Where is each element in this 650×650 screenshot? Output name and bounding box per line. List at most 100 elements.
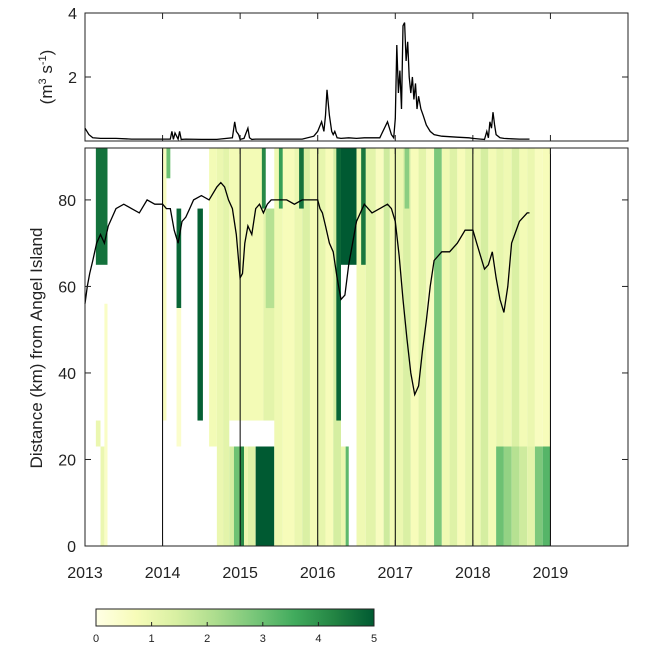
heatmap-cell	[104, 303, 108, 546]
heatmap-cell	[519, 446, 528, 546]
heatmap-cell	[233, 446, 241, 546]
heatmap-cell	[457, 148, 466, 546]
heatmap-cell	[278, 148, 283, 209]
heatmap-cell	[197, 208, 203, 421]
year-lines	[162, 148, 551, 546]
heatmap-cell	[410, 148, 419, 546]
heatmap-cell	[503, 446, 512, 546]
heatmap-cell	[247, 446, 256, 546]
heatmap-cell	[340, 148, 357, 265]
colorbar-tick-label: 3	[260, 633, 266, 645]
heatmap-cell	[496, 446, 504, 546]
heatmap-cell	[426, 148, 435, 546]
heatmap-cell	[542, 446, 551, 546]
heatmap-cell	[480, 148, 489, 546]
heatmap-cells	[95, 148, 551, 546]
heatmap-cell	[223, 148, 230, 546]
top-y-tick-label: 4	[68, 6, 77, 23]
colorbar-ticks: 0 1 2 3 4 5	[93, 622, 377, 645]
heatmap-cell	[302, 148, 310, 546]
heatmap-cell	[404, 148, 410, 209]
colorbar-tick-label: 2	[204, 633, 210, 645]
heatmap-cell	[95, 148, 108, 265]
heatmap-cell	[383, 148, 390, 546]
heatmap-cell	[488, 148, 497, 546]
distance-line	[84, 181, 530, 397]
heatmap-cell	[356, 148, 366, 546]
top-panel: 24 (m3 s-1)	[37, 6, 629, 142]
heatmap-cell	[240, 446, 245, 546]
colorbar-tick-label: 0	[93, 633, 99, 645]
heatmap-cell	[511, 148, 520, 447]
heatmap-cell	[375, 148, 384, 546]
heatmap-cell	[542, 148, 551, 447]
bottom-x-tick-label: 2015	[222, 565, 258, 582]
bottom-x-tick-label: 2018	[455, 565, 491, 582]
bottom-x-tick-label: 2014	[145, 565, 181, 582]
heatmap-cell	[527, 446, 535, 546]
heatmap-cell	[244, 446, 248, 546]
heatmap-cell	[403, 148, 411, 546]
heatmap-cell	[449, 148, 458, 546]
bottom-y-tick-label: 20	[58, 452, 76, 469]
bottom-x-tick-label: 2017	[377, 565, 413, 582]
bottom-panel-frame	[84, 147, 629, 547]
heatmap-cell	[95, 420, 101, 447]
heatmap-cell	[166, 148, 171, 179]
heatmap-cell	[176, 308, 182, 447]
bottom-y-axis-label: Distance (km) from Angel Island	[27, 228, 46, 469]
colorbar-tick-label: 4	[315, 633, 321, 645]
heatmap-cell	[216, 148, 224, 546]
heatmap-cell	[345, 446, 349, 546]
top-flow-line	[84, 22, 530, 142]
bottom-y-tick-label: 80	[58, 193, 76, 210]
heatmap-cell	[395, 148, 404, 546]
heatmap-cell	[527, 148, 535, 447]
colorbar-tick-label: 1	[149, 633, 155, 645]
top-panel-frame	[84, 12, 629, 142]
heatmap-cell	[434, 148, 442, 546]
top-panel-ticks: 24	[68, 6, 628, 141]
heatmap-cell	[519, 148, 528, 447]
heatmap-cell	[365, 148, 376, 546]
heatmap-cell	[503, 148, 512, 447]
bottom-x-tick-label: 2013	[67, 565, 103, 582]
heatmap-cell	[265, 208, 276, 309]
heatmap-cell	[274, 148, 283, 546]
heatmap-cell	[294, 148, 303, 546]
heatmap-cell	[441, 148, 450, 546]
bottom-y-tick-label: 60	[58, 279, 76, 296]
heatmap-cell	[299, 148, 304, 209]
colorbar-tick-label: 5	[371, 633, 377, 645]
heatmap-cell	[255, 446, 275, 546]
heatmap-cell	[282, 148, 295, 546]
bottom-x-tick-label: 2019	[533, 565, 569, 582]
bottom-y-tick-label: 0	[67, 539, 76, 556]
heatmap-cell	[389, 148, 396, 546]
heatmap-cell	[309, 148, 318, 546]
heatmap-cell	[100, 446, 105, 546]
heatmap-cell	[472, 148, 481, 546]
heatmap-cell	[325, 148, 334, 546]
colorbar-bar	[95, 608, 375, 627]
heatmap-cell	[162, 148, 167, 421]
top-y-axis-label: (m3 s-1)	[37, 50, 56, 105]
heatmap-cell	[176, 208, 182, 309]
bottom-panel: 0 20 40 60 80 2013 2014 2015 2016 2017 2018 2019 Di…	[27, 147, 629, 582]
heatmap-cell	[534, 148, 543, 447]
heatmap-cell	[229, 446, 234, 546]
bottom-y-tick-label: 40	[58, 366, 76, 383]
top-y-tick-label: 2	[68, 70, 77, 87]
heatmap-cell	[261, 148, 266, 209]
heatmap-cell	[209, 148, 217, 447]
heatmap-cell	[511, 446, 520, 546]
heatmap-cell	[534, 446, 543, 546]
heatmap-cell	[317, 148, 326, 546]
heatmap-cell	[340, 446, 346, 546]
bottom-x-tick-label: 2016	[300, 565, 336, 582]
heatmap-cell	[465, 148, 473, 546]
heatmap-cell	[229, 148, 264, 421]
colorbar: 0 1 2 3 4 5	[93, 608, 377, 645]
bottom-panel-ticks: 0 20 40 60 80 2013 2014 2015 2016 2017 2018 2019	[58, 148, 628, 582]
